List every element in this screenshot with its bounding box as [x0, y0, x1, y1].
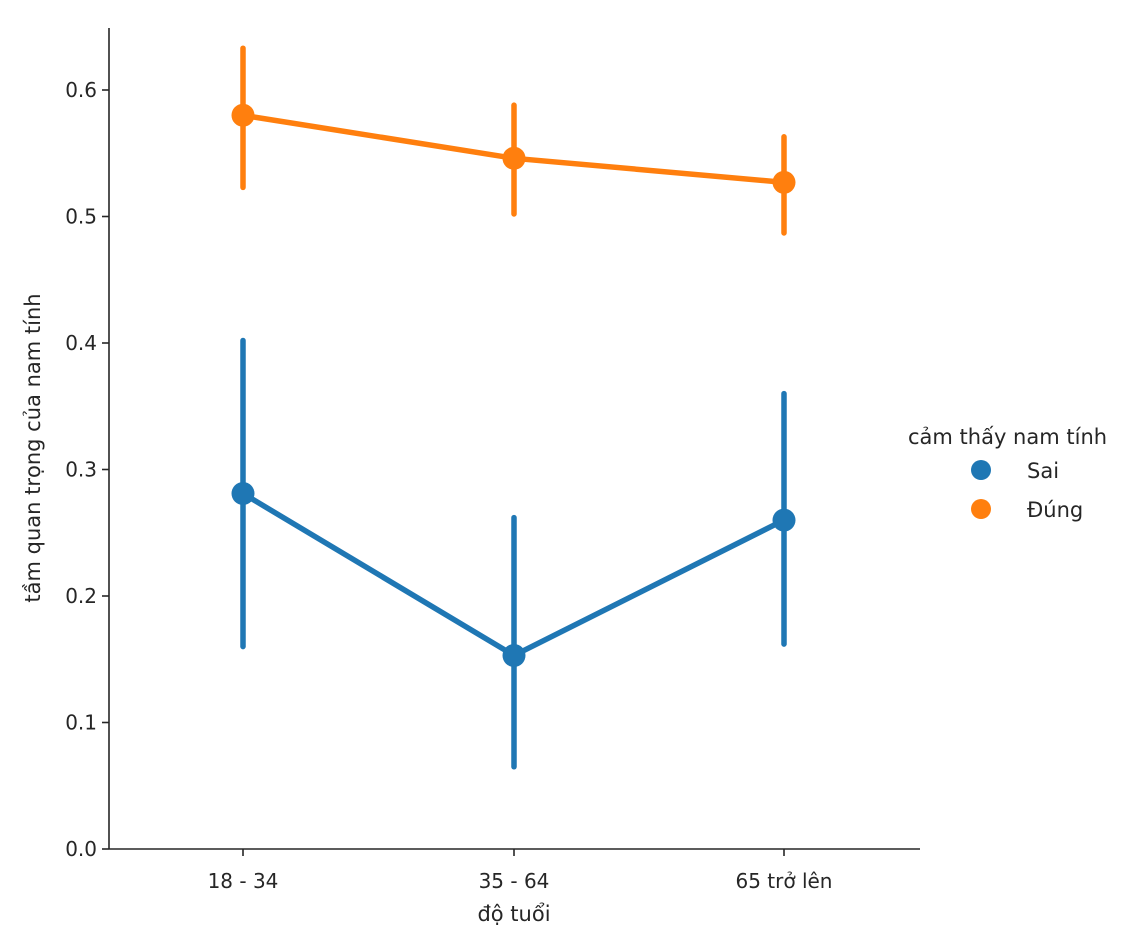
y-axis-label: tầm quan trọng của nam tính [21, 293, 45, 602]
data-point [502, 146, 526, 170]
data-point [231, 482, 255, 506]
y-tick-label: 0.6 [65, 78, 97, 102]
legend: cảm thấy nam tính Sai Đúng [908, 425, 1107, 522]
legend-marker-sai [971, 460, 991, 480]
y-tick-label: 0.5 [65, 205, 97, 229]
y-tick-label: 0.1 [65, 711, 97, 735]
legend-label-sai: Sai [1027, 459, 1059, 483]
y-tick-label: 0.2 [65, 584, 97, 608]
y-tick-label: 0.4 [65, 331, 97, 355]
data-point [772, 170, 796, 194]
data-point [502, 643, 526, 667]
x-tick-label: 18 - 34 [208, 869, 279, 893]
plot-area [231, 45, 796, 770]
y-axis-ticks: 0.0 0.1 0.2 0.3 0.4 0.5 0.6 [65, 78, 109, 861]
y-tick-label: 0.3 [65, 458, 97, 482]
series-1 [231, 45, 796, 236]
y-tick-label: 0.0 [65, 837, 97, 861]
x-axis-ticks: 18 - 34 35 - 64 65 trở lên [208, 849, 833, 893]
x-tick-label: 65 trở lên [735, 869, 832, 893]
legend-label-dung: Đúng [1027, 498, 1083, 522]
x-tick-label: 35 - 64 [479, 869, 550, 893]
data-point [231, 103, 255, 127]
data-point [772, 508, 796, 532]
legend-marker-dung [971, 499, 991, 519]
legend-title: cảm thấy nam tính [908, 425, 1107, 449]
x-axis-label: độ tuổi [477, 902, 550, 926]
series-0 [231, 337, 796, 770]
